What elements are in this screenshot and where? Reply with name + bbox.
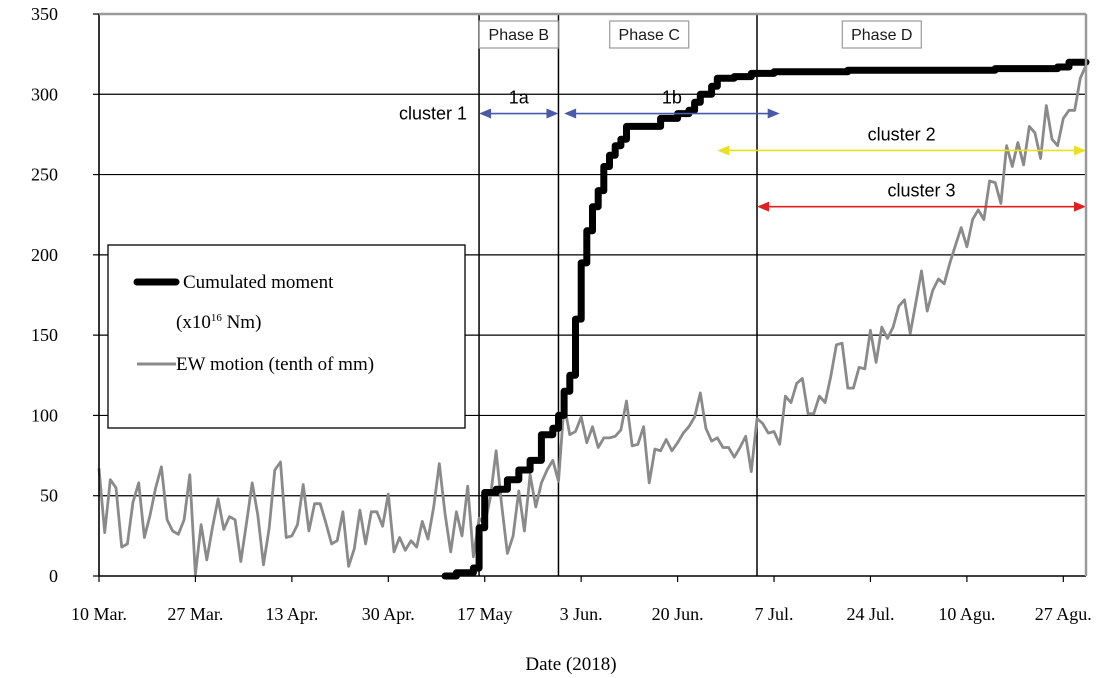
legend: Cumulated moment (x1016 Nm) EW motion (ten… (107, 244, 466, 429)
x-tick-label: 13 Apr. (265, 604, 318, 624)
cluster-arrow-head-left (757, 201, 769, 212)
x-tick-label: 3 Jun. (560, 604, 603, 624)
phase-label-box (609, 20, 690, 49)
y-tick-label: 150 (31, 325, 58, 345)
ew-motion-series (97, 64, 1088, 576)
x-tick-label: 17 May (457, 604, 513, 624)
y-tick-label: 250 (31, 165, 58, 185)
legend-unit-cumulated: (x1016 Nm) (176, 312, 261, 333)
phase-label: Phase B (489, 27, 549, 44)
phase-dividers: Phase B Phase C Phase D (478, 14, 922, 576)
phase-label: Phase D (851, 27, 912, 44)
cluster-arrow-head-right (546, 108, 559, 119)
cluster-sub-label: 1b (662, 88, 682, 108)
cluster-label: cluster 3 (887, 181, 955, 201)
x-tick-label: 27 Mar. (167, 604, 223, 624)
x-tick-label: 27 Agu. (1035, 604, 1092, 624)
cluster-arrow-head-right (767, 108, 780, 119)
cluster-arrow: 1b (564, 88, 780, 119)
legend-box (107, 244, 466, 429)
y-tick-label: 300 (31, 84, 58, 104)
cluster-sub-label: 1a (509, 88, 530, 108)
x-tick-label: 10 Agu. (938, 604, 995, 624)
y-tick-label: 200 (31, 245, 58, 265)
cluster-arrows: 1a cluster 1 1b cluster 2 cluster 3 (399, 88, 1086, 212)
x-tick-label: 20 Jun. (652, 604, 704, 624)
cluster-arrow: 1a cluster 1 (399, 88, 559, 124)
y-tick-label: 0 (49, 566, 58, 586)
legend-label-cumulated: Cumulated moment (183, 272, 334, 293)
y-tick-label: 350 (31, 4, 58, 24)
cluster-label: cluster 1 (399, 104, 467, 124)
cluster-arrow-head-right (1074, 145, 1086, 156)
x-axis-label: Date (2018) (525, 654, 616, 675)
legend-label-ew: EW motion (tenth of mm) (176, 354, 374, 375)
x-tick-label: 10 Mar. (71, 604, 127, 624)
phase-label-box (478, 20, 559, 49)
cluster-arrow-head-left (479, 108, 492, 119)
cumulated-moment-series (441, 58, 1090, 580)
axes: 0 50 100 150 200 250 300 350 10 Mar. 27 Mar. 13 Ap… (31, 4, 1092, 624)
cluster-arrow-head-right (1074, 201, 1086, 212)
cluster-arrow: cluster 3 (757, 181, 1086, 212)
phase-label: Phase C (619, 27, 680, 44)
cluster-arrow-head-left (564, 108, 577, 119)
cluster-label: cluster 2 (868, 124, 936, 144)
y-tick-label: 100 (31, 405, 58, 425)
cluster-arrow-head-left (717, 145, 730, 156)
x-tick-label: 30 Apr. (362, 604, 415, 624)
x-tick-label: 24 Jul. (846, 604, 894, 624)
y-tick-label: 50 (40, 486, 58, 506)
phase-label-box (841, 20, 922, 49)
cluster-arrow: cluster 2 (717, 124, 1086, 156)
x-tick-label: 7 Jul. (755, 604, 794, 624)
